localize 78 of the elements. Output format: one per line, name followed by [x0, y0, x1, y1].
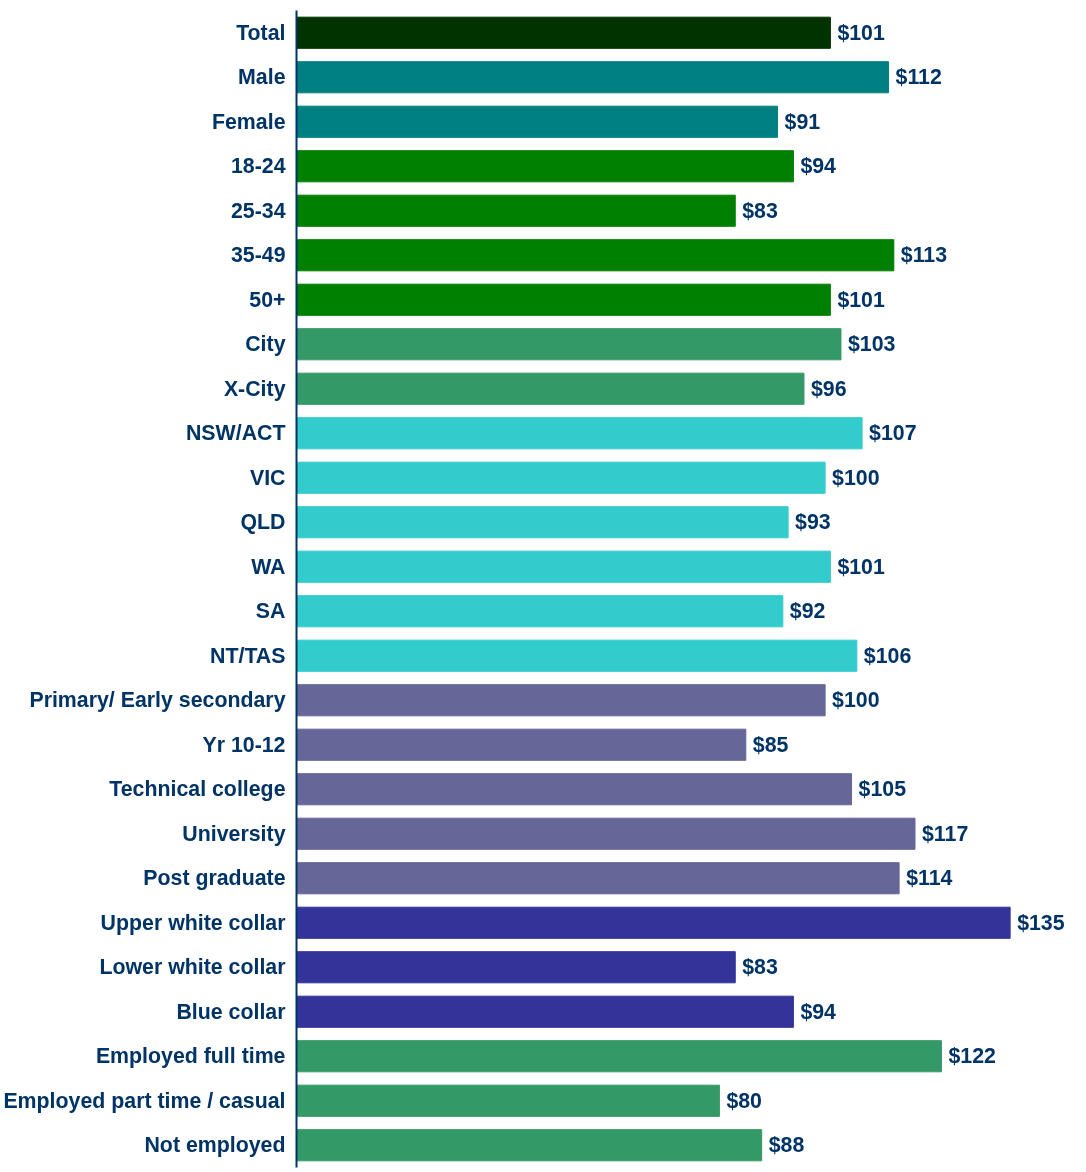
y-tick-label: VIC: [249, 465, 286, 490]
bar: [296, 506, 789, 539]
y-tick-label: City: [245, 332, 286, 357]
bar: [296, 461, 826, 494]
bar: [296, 862, 900, 895]
bar: [296, 550, 831, 583]
bar: [296, 328, 842, 361]
bar: [296, 639, 858, 672]
y-tick-label: Primary/ Early secondary: [29, 688, 286, 713]
data-label: $88: [768, 1133, 805, 1158]
bar: [296, 1129, 763, 1162]
y-tick-label: NSW/ACT: [185, 421, 286, 446]
y-tick-label: NT/TAS: [210, 643, 286, 668]
data-label: $114: [906, 866, 953, 891]
bar: [296, 684, 826, 717]
data-label: $96: [810, 376, 847, 401]
data-label: $113: [900, 243, 948, 268]
data-label: $112: [895, 65, 942, 90]
y-tick-label: University: [182, 821, 286, 846]
data-label: $80: [726, 1088, 762, 1113]
bar: [296, 817, 916, 850]
y-tick-label: Technical college: [109, 777, 286, 802]
y-tick-label: 25-34: [230, 198, 286, 223]
data-label: $83: [742, 198, 778, 223]
y-tick-label: 18-24: [230, 154, 286, 179]
y-tick-label: Blue collar: [176, 999, 286, 1024]
bar: [296, 417, 863, 450]
y-tick-label: 50+: [249, 287, 286, 312]
data-label: $135: [1017, 910, 1065, 935]
bar: [296, 773, 853, 806]
data-label: $100: [832, 688, 880, 713]
data-label: $117: [921, 821, 969, 846]
y-tick-label: WA: [251, 554, 286, 579]
bar: [296, 194, 736, 227]
bar: [296, 1040, 942, 1073]
data-label: $101: [837, 554, 885, 579]
y-tick-label: Not employed: [144, 1133, 286, 1158]
data-label: $103: [847, 332, 896, 357]
y-tick-label: Yr 10-12: [202, 732, 286, 757]
bar: [296, 372, 805, 405]
data-label: $94: [800, 999, 837, 1024]
data-label: $122: [948, 1044, 996, 1069]
y-tick-label: Employed part time / casual: [3, 1088, 286, 1113]
y-tick-label: Total: [236, 20, 286, 45]
y-tick-label: X-City: [223, 376, 286, 401]
data-label: $106: [863, 643, 912, 668]
data-label: $107: [869, 421, 917, 446]
data-label: $94: [800, 154, 837, 179]
y-tick-label: 35-49: [230, 243, 286, 268]
y-tick-label: Male: [238, 65, 286, 90]
data-label: $85: [752, 732, 789, 757]
bar: [296, 906, 1011, 939]
bar: [296, 728, 747, 761]
bar: [296, 995, 794, 1028]
data-label: $92: [789, 599, 826, 624]
bar: [296, 1084, 720, 1117]
y-tick-label: Post graduate: [143, 866, 286, 891]
bar: [296, 283, 831, 316]
bar: [296, 239, 895, 272]
data-label: $101: [837, 20, 885, 45]
y-tick-label: Lower white collar: [99, 955, 286, 980]
bar: [296, 150, 794, 183]
data-label: $83: [742, 955, 778, 980]
bar: [296, 16, 831, 49]
data-label: $101: [837, 287, 885, 312]
data-label: $93: [795, 510, 831, 535]
bar: [296, 595, 784, 628]
data-label: $105: [858, 777, 907, 802]
data-label: $91: [784, 109, 821, 134]
y-tick-label: Female: [212, 109, 286, 134]
y-tick-label: Upper white collar: [100, 910, 286, 935]
bar: [296, 61, 890, 94]
y-tick-label: SA: [255, 599, 286, 624]
bar: [296, 105, 779, 138]
y-tick-label: Employed full time: [95, 1044, 286, 1069]
bar: [296, 951, 736, 984]
data-label: $100: [832, 465, 880, 490]
y-tick-label: QLD: [240, 510, 286, 535]
